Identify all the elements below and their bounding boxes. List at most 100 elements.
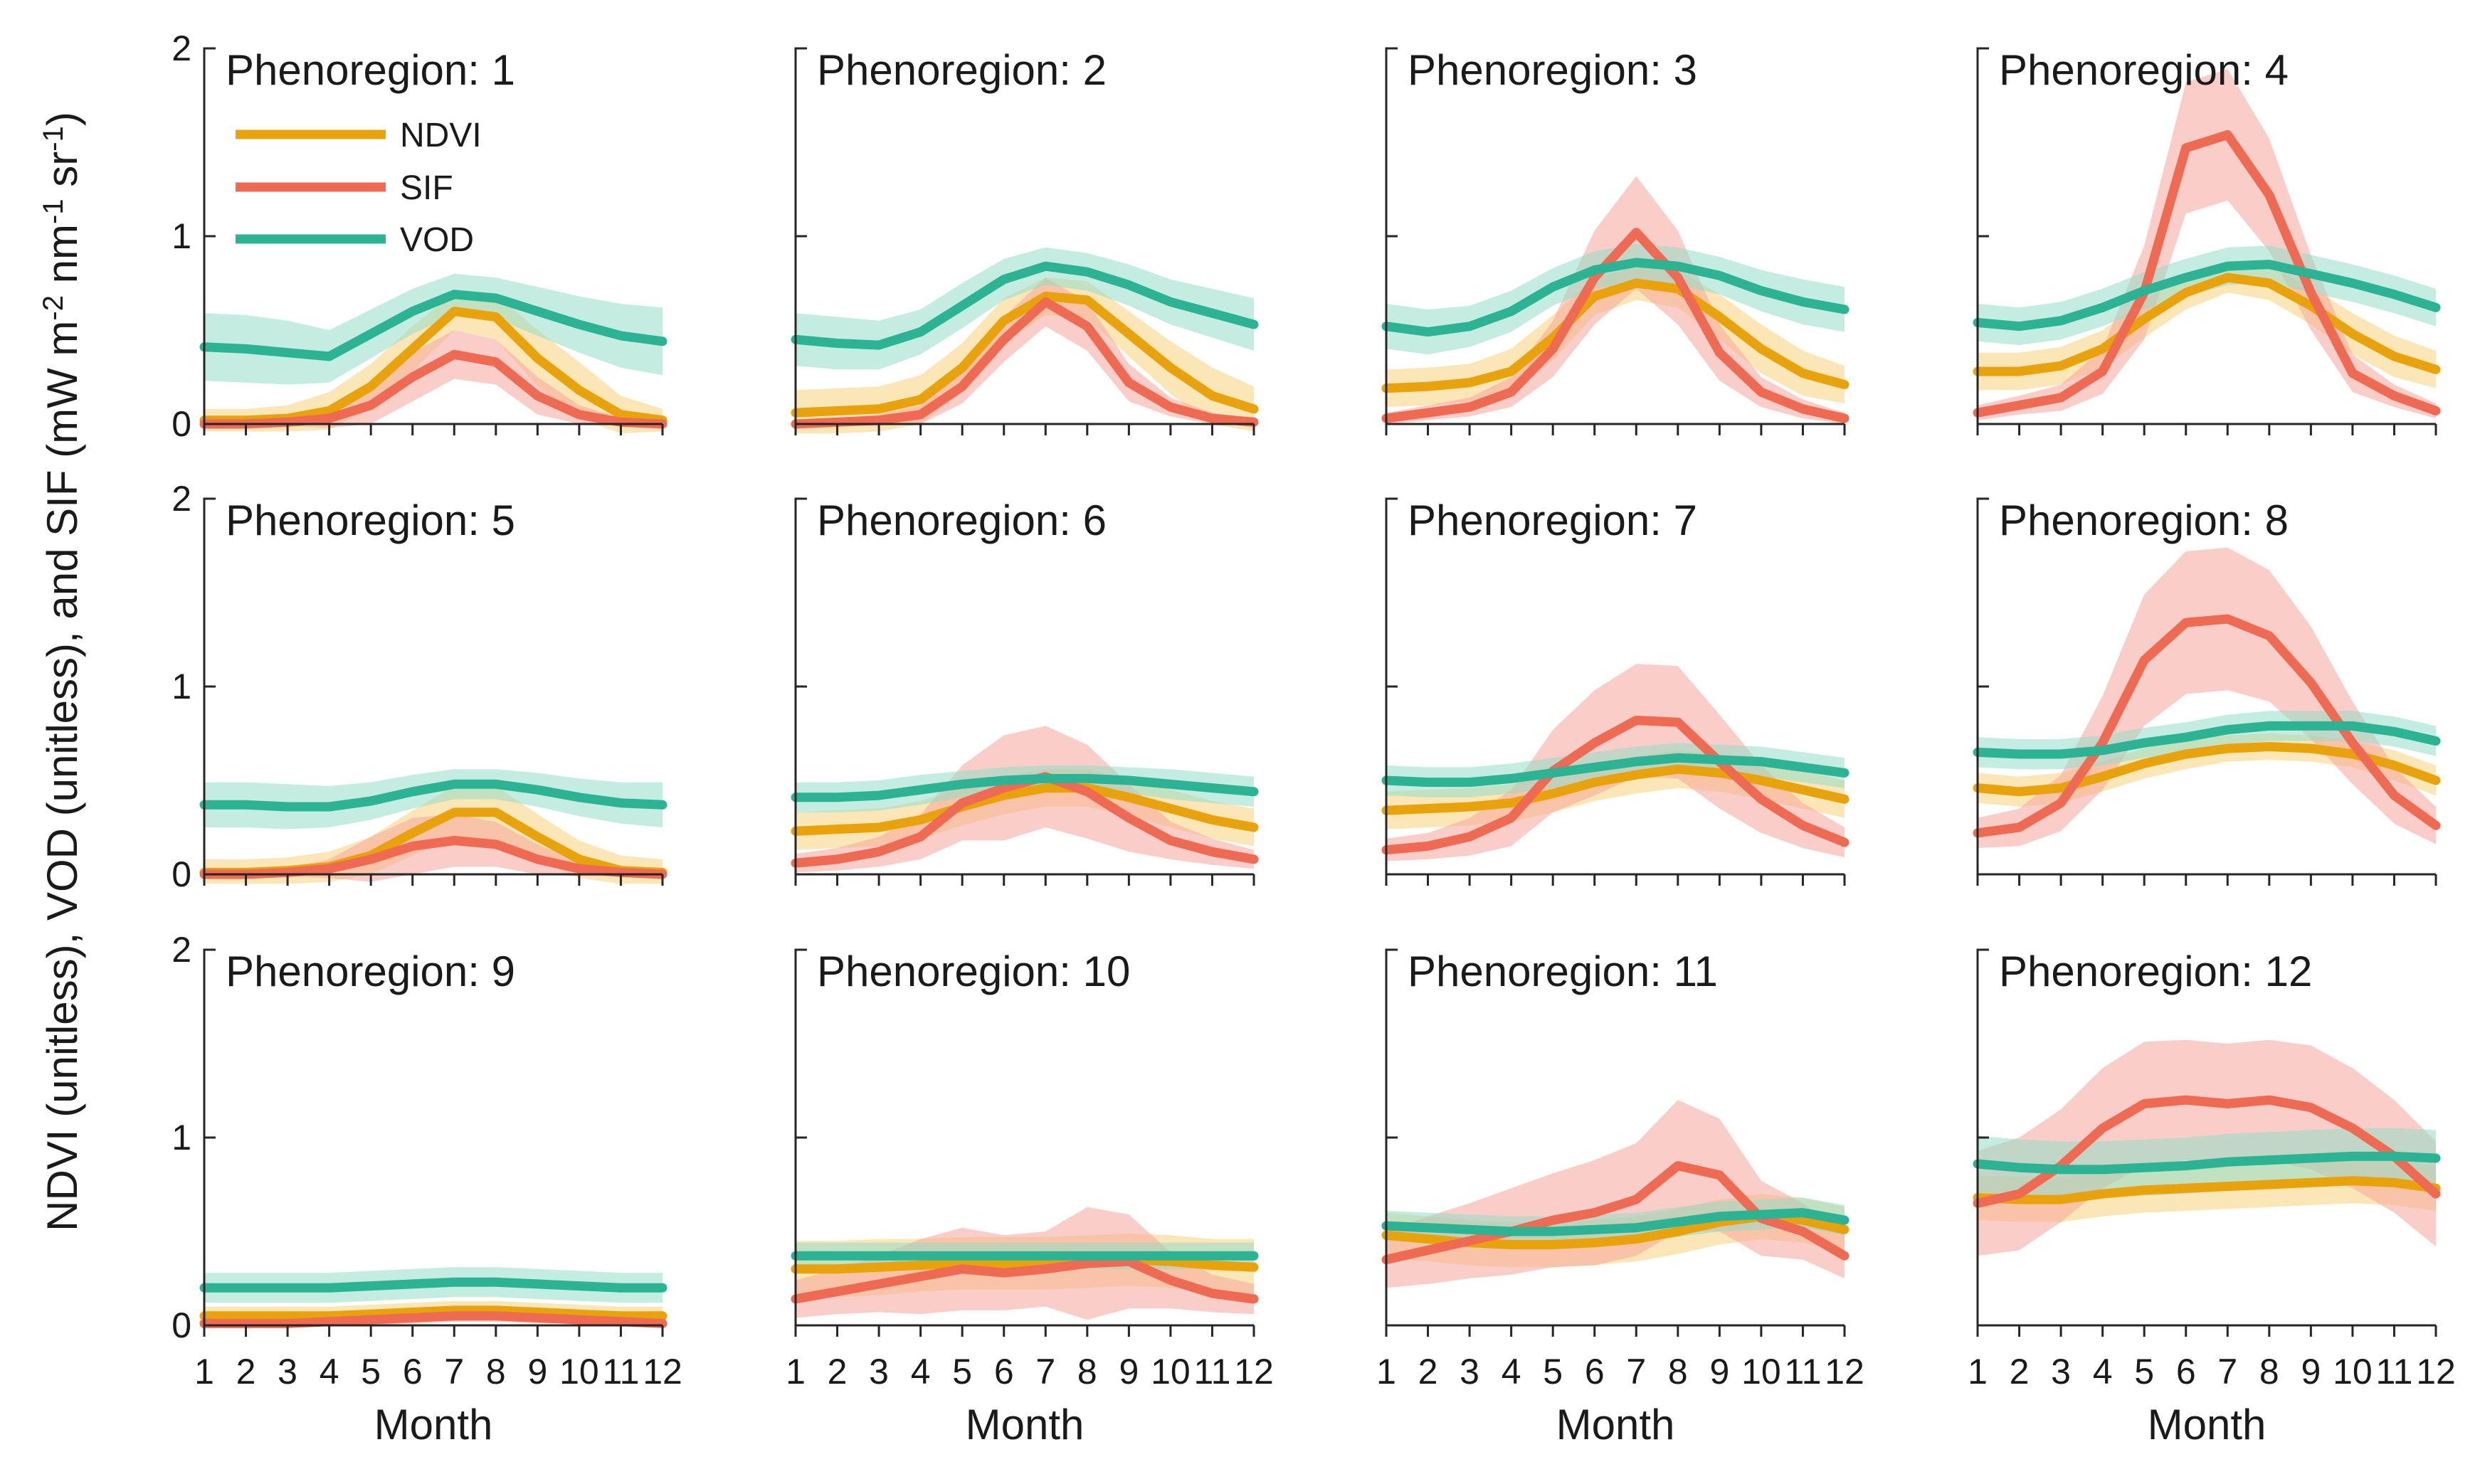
- panel-title-5: Phenoregion: 5: [226, 497, 515, 544]
- x-tick-label-11-3: 3: [1460, 1352, 1479, 1392]
- x-tick-label-12-2: 2: [2010, 1352, 2030, 1392]
- vod-line-11: [1381, 1208, 1850, 1236]
- sif-line-2: [791, 297, 1259, 429]
- sif-line-10: [791, 1256, 1259, 1304]
- y-tick-label-1-1: 1: [172, 216, 191, 256]
- ylabel-exp2: -1: [38, 198, 69, 224]
- ylabel-mid1: nm: [38, 224, 86, 295]
- x-axis-label-11: Month: [1556, 1401, 1675, 1448]
- x-tick-label-9-1: 1: [194, 1352, 214, 1392]
- x-tick-label-9-3: 3: [278, 1352, 297, 1392]
- panel-title-11: Phenoregion: 11: [1408, 948, 1718, 995]
- sif-line-7: [1381, 716, 1850, 855]
- x-tick-label-10-11: 11: [1194, 1352, 1231, 1392]
- panel-7: Phenoregion: 7: [1381, 497, 1850, 886]
- panels-container: 012 Phenoregion: 1NDVISIFVODPhenoregion: …: [172, 28, 2456, 1448]
- x-tick-label-10-5: 5: [952, 1352, 972, 1392]
- sif-line-11: [1381, 1161, 1850, 1265]
- sif-line-9: [199, 1311, 668, 1328]
- vod-line-4: [1973, 260, 2441, 332]
- ndvi-band-2: [796, 277, 1254, 434]
- ndvi-band-1: [204, 292, 663, 434]
- sif-line-1: [199, 349, 668, 429]
- sif-band-8: [1978, 547, 2436, 848]
- x-tick-label-10-6: 6: [994, 1352, 1014, 1392]
- ndvi-line-2: [791, 292, 1259, 418]
- sif-line-5: [199, 836, 668, 879]
- vod-line-5: [199, 779, 668, 812]
- panel-6: Phenoregion: 6: [791, 497, 1259, 886]
- y-tick-label-5-0: 0: [172, 854, 191, 894]
- y-tick-label-5-1: 1: [172, 667, 191, 706]
- y-axis-label: NDVI (unitless), VOD (unitless), and SIF…: [38, 112, 86, 1231]
- vod-line-2: [791, 261, 1259, 350]
- x-tick-label-9-5: 5: [361, 1352, 381, 1392]
- x-tick-label-11-6: 6: [1585, 1352, 1605, 1392]
- x-tick-label-10-1: 1: [786, 1352, 806, 1392]
- legend-label-sif: SIF: [400, 169, 453, 207]
- x-axis-label-9: Month: [374, 1401, 493, 1448]
- x-tick-label-9-12: 12: [643, 1352, 682, 1392]
- ndvi-line-12: [1973, 1176, 2441, 1204]
- x-tick-label-11-5: 5: [1543, 1352, 1563, 1392]
- x-tick-label-10-7: 7: [1035, 1352, 1055, 1392]
- x-tick-label-9-8: 8: [486, 1352, 506, 1392]
- x-tick-label-12-9: 9: [2301, 1352, 2321, 1392]
- ndvi-line-7: [1381, 764, 1850, 815]
- x-tick-label-10-2: 2: [828, 1352, 848, 1392]
- x-tick-label-11-11: 11: [1785, 1352, 1822, 1392]
- x-tick-label-12-10: 10: [2333, 1352, 2373, 1392]
- x-tick-label-10-9: 9: [1119, 1352, 1139, 1392]
- x-tick-label-12-7: 7: [2217, 1352, 2237, 1392]
- legend-label-ndvi: NDVI: [400, 117, 482, 154]
- panel-1: 0 1 2 Phenoregion: 1 NDVI SIF VOD: [172, 28, 668, 444]
- ndvi-line-9: [199, 1305, 668, 1321]
- ylabel-suffix: ): [38, 112, 86, 126]
- x-tick-label-12-1: 1: [1968, 1352, 1988, 1392]
- x-tick-label-11-7: 7: [1626, 1352, 1646, 1392]
- ylabel-exp1: -2: [38, 295, 69, 321]
- vod-line-1: [199, 290, 668, 361]
- y-tick-label-9-2: 2: [172, 930, 191, 970]
- sif-band-4: [1978, 69, 2436, 420]
- x-tick-label-11-9: 9: [1709, 1352, 1729, 1392]
- ylabel-exp3: -1: [38, 126, 69, 152]
- y-tick-label-9-1: 1: [172, 1118, 191, 1157]
- panel-title-12: Phenoregion: 12: [1999, 948, 2312, 995]
- vod-line-7: [1381, 753, 1850, 788]
- x-tick-label-10-8: 8: [1077, 1352, 1097, 1392]
- panel-title-8: Phenoregion: 8: [1999, 497, 2289, 544]
- panel-2: Phenoregion: 2: [791, 46, 1259, 435]
- panel-4: Phenoregion: 4: [1973, 46, 2441, 435]
- panel-5: 0 1 2 Phenoregion: 5: [172, 479, 668, 894]
- vod-band-3: [1386, 243, 1845, 355]
- x-tick-label-9-4: 4: [320, 1352, 339, 1392]
- x-tick-label-12-4: 4: [2093, 1352, 2113, 1392]
- x-tick-label-11-12: 12: [1825, 1352, 1864, 1392]
- y-tick-label-5-2: 2: [172, 479, 191, 519]
- ylabel-mid2: sr: [38, 152, 86, 199]
- x-tick-label-11-1: 1: [1376, 1352, 1396, 1392]
- panel-title-7: Phenoregion: 7: [1408, 497, 1697, 544]
- ndvi-line-10: [791, 1255, 1259, 1274]
- vod-line-12: [1973, 1151, 2441, 1175]
- sif-line-4: [1973, 129, 2441, 418]
- x-tick-label-11-4: 4: [1502, 1352, 1521, 1392]
- vod-band-4: [1978, 245, 2436, 346]
- x-tick-label-12-12: 12: [2416, 1352, 2456, 1392]
- ndvi-line-3: [1381, 278, 1850, 393]
- x-tick-label-9-7: 7: [444, 1352, 464, 1392]
- y-axis-label-text: NDVI (unitless), VOD (unitless), and SIF…: [38, 112, 86, 1231]
- x-tick-label-12-8: 8: [2259, 1352, 2279, 1392]
- panel-title-1: Phenoregion: 1: [226, 46, 515, 94]
- x-tick-label-9-9: 9: [527, 1352, 547, 1392]
- panel-title-2: Phenoregion: 2: [817, 46, 1107, 94]
- panel-title-3: Phenoregion: 3: [1408, 46, 1697, 94]
- panel-title-4: Phenoregion: 4: [1999, 46, 2289, 94]
- panel-8: Phenoregion: 8: [1973, 497, 2441, 886]
- ndvi-line-6: [791, 783, 1259, 836]
- panel-title-9: Phenoregion: 9: [226, 948, 515, 995]
